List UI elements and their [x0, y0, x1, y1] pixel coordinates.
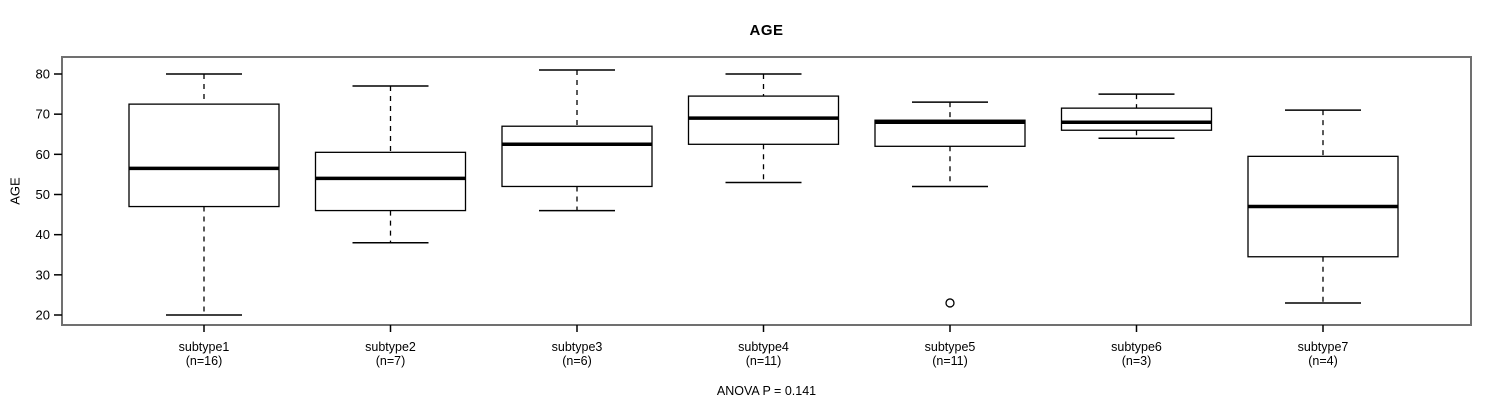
x-category-label: subtype5: [925, 340, 976, 354]
x-count-label: (n=3): [1122, 354, 1152, 368]
x-count-label: (n=7): [376, 354, 406, 368]
x-category-label: subtype7: [1298, 340, 1349, 354]
y-tick-label: 50: [36, 187, 50, 202]
outlier-point: [945, 298, 955, 308]
y-tick-label: 40: [36, 227, 50, 242]
x-count-label: (n=16): [186, 354, 222, 368]
plot-frame: [61, 56, 1472, 326]
iqr-box: [501, 125, 653, 188]
iqr-box: [314, 151, 467, 212]
y-tick-label: 20: [36, 308, 50, 323]
x-count-label: (n=11): [746, 354, 782, 368]
x-category-label: subtype4: [738, 340, 789, 354]
x-count-label: (n=6): [562, 354, 592, 368]
iqr-box: [1060, 107, 1213, 131]
x-category-label: subtype1: [179, 340, 230, 354]
y-tick-label: 60: [36, 147, 50, 162]
x-count-label: (n=11): [932, 354, 968, 368]
y-tick-label: 70: [36, 107, 50, 122]
anova-annotation: ANOVA P = 0.141: [716, 384, 817, 398]
iqr-box: [874, 119, 1026, 147]
y-tick-label: 80: [36, 67, 50, 82]
iqr-box: [128, 103, 280, 208]
y-tick-label: 30: [36, 267, 50, 282]
iqr-box: [687, 95, 840, 145]
x-category-label: subtype6: [1111, 340, 1162, 354]
chart-title: AGE: [749, 22, 784, 39]
x-category-label: subtype3: [552, 340, 603, 354]
x-count-label: (n=4): [1308, 354, 1338, 368]
x-category-label: subtype2: [365, 340, 416, 354]
